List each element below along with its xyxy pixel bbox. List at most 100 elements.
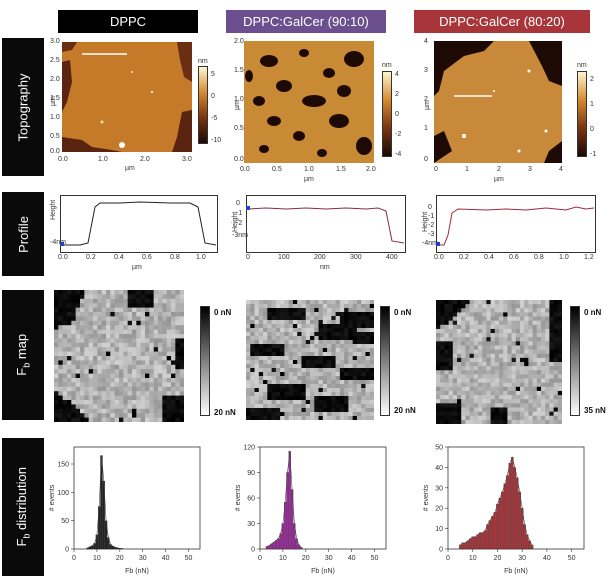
fb-map-pixel [127,391,133,397]
fb-map-pixel [352,388,358,393]
fb-map-pixel [327,400,332,405]
fb-map-pixel [246,352,251,357]
fb-map-pixel [136,373,142,379]
fb-map-pixel [162,312,168,317]
fb-map-pixel [361,336,366,341]
fb-map-pixel [361,304,366,309]
fb-map-pixel [494,320,500,326]
fb-map-pixel [469,333,475,338]
fb-map-pixel [62,303,68,309]
fb-map-pixel [250,320,256,325]
fb-map-pixel [473,386,479,392]
fb-map-pixel [250,324,256,329]
fb-map-pixel [322,332,328,337]
fb-map-pixel [179,329,184,335]
fb-map-pixel [478,378,483,384]
x-axis-label: µm [132,264,142,271]
fb-map-pixel [348,392,354,397]
fb-map-pixel [250,332,256,337]
fb-map-pixel [162,298,168,304]
fb-map-pixel [171,391,176,397]
fb-map-pixel [275,308,281,313]
histogram-bar [476,534,479,550]
fb-map-pixel [132,320,137,326]
fb-map-pixel [62,417,68,422]
fb-map-pixel [58,391,64,397]
fb-map-pixel [140,378,146,383]
fb-map-pixel [507,378,513,384]
fb-map-pixel [263,320,268,325]
fb-map-pixel [369,376,374,381]
fb-map-pixel [322,376,328,381]
fb-map-pixel [179,307,184,313]
fb-map-pixel [339,396,345,401]
fb-map-pixel [123,400,129,405]
fb-map-pixel [461,337,466,342]
fb-map-pixel [71,342,77,348]
fb-map-pixel [162,400,168,405]
fb-map-pixel [469,415,475,421]
fb-map-pixel [153,369,159,375]
fb-map-pixel [58,290,64,295]
fb-map-pixel [545,407,550,413]
y-axis-label: # events [235,484,242,511]
fb-map-pixel [482,349,487,355]
fb-map-pixel [318,412,324,417]
fb-map-pixel [524,300,529,305]
fb-map-pixel [486,349,492,355]
fb-map-pixel [520,320,525,326]
colorbar-tick: 4 [395,71,399,78]
fb-map-pixel [490,337,496,342]
fb-map-pixel [444,357,450,363]
fb-map-pixel [490,362,496,367]
fb-map-pixel [327,348,332,353]
fb-map-pixel [149,342,155,348]
fb-map-pixel [97,307,103,313]
fb-map-pixel [520,328,525,334]
y-axis-label: Height [50,199,57,220]
fb-map-pixel [482,316,487,322]
fb-map-pixel [171,316,176,322]
fb-map-pixel [140,373,146,379]
fb-map-pixel [54,298,59,304]
fb-map-pixel [246,376,251,381]
fb-map-pixel [110,373,116,379]
fb-map-pixel [280,344,285,349]
fb-map-pixel [114,316,120,322]
fb-map-pixel [305,316,311,321]
fb-map-pixel [275,352,281,357]
fb-map-pixel [503,353,508,359]
fb-map-pixel [557,312,562,318]
fb-map-pixel [511,366,517,371]
fb-map-pixel [158,347,163,353]
fb-map-pixel [524,411,529,417]
fb-map-pixel [524,341,529,346]
fb-map-pixel [250,408,256,413]
fb-map-pixel [149,290,155,295]
fb-map-pixel [356,324,362,329]
histogram-bar [272,542,275,550]
fb-map-pixel [284,404,290,409]
fb-map-pixel [365,364,371,369]
fb-map-pixel [528,328,534,334]
fb-map-pixel [119,342,124,348]
fb-map-pixel [84,360,90,366]
fb-map-pixel [101,413,107,419]
fb-map-pixel [62,290,68,295]
fb-map-pixel [541,337,546,342]
fb-map-pixel [549,386,555,392]
fb-map-pixel [482,308,487,313]
fb-map-pixel [318,348,324,353]
fb-map-pixel [67,347,72,353]
fb-map-pixel [62,360,68,366]
fb-map-pixel [482,403,487,408]
fb-map-pixel [267,380,273,385]
x-tick-label: 30 [518,555,526,562]
y-tick-label: 30 [435,485,443,492]
fb-map-pixel [469,395,475,400]
fb-map-pixel [162,316,168,322]
fb-map-pixel [101,404,107,410]
fb-map-pixel [344,348,349,353]
